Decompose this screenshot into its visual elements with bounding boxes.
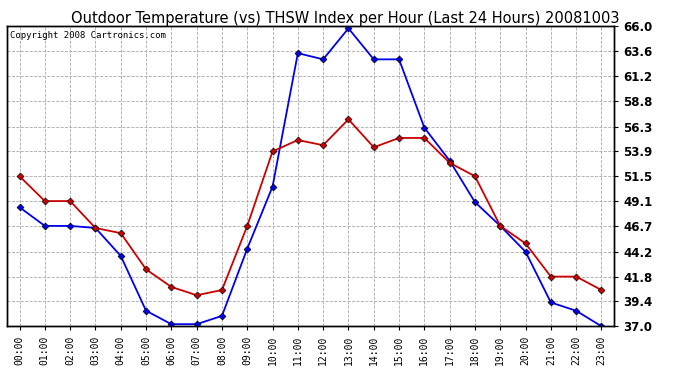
Text: Outdoor Temperature (vs) THSW Index per Hour (Last 24 Hours) 20081003: Outdoor Temperature (vs) THSW Index per …: [71, 11, 619, 26]
Text: Copyright 2008 Cartronics.com: Copyright 2008 Cartronics.com: [10, 31, 166, 40]
